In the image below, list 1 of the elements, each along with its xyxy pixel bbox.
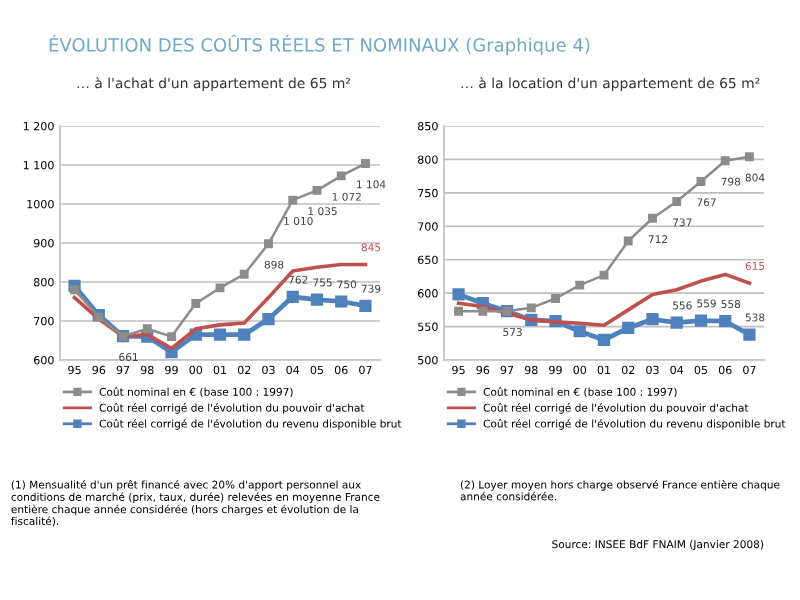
chart-title: ÉVOLUTION DES COÛTS RÉELS ET NOMINAUX (Graphique 4) <box>49 34 590 56</box>
